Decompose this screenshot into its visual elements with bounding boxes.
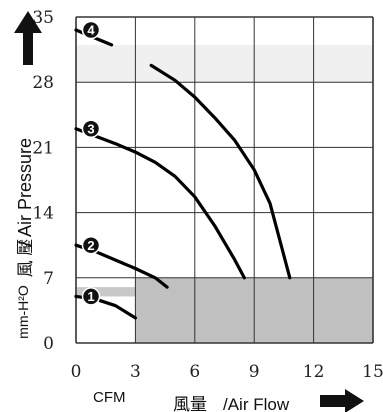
y-axis-unit: mm-H²O	[15, 285, 31, 339]
y-tick-labels: 0 7 14 21 28 35	[32, 8, 54, 354]
curve-badge-1: 1	[81, 287, 101, 306]
curve-4-segment	[149, 63, 292, 280]
curve-badge-2: 2	[81, 235, 101, 255]
x-tick-label: 3	[130, 362, 141, 382]
curve-badge-3: 3	[81, 119, 101, 139]
svg-text:2: 2	[87, 238, 94, 253]
svg-text:4: 4	[87, 23, 95, 38]
y-axis-label: / Air Pressure	[15, 138, 35, 246]
svg-text:1: 1	[87, 289, 94, 304]
y-tick-label: 7	[43, 269, 54, 289]
x-tick-label: 0	[71, 362, 82, 382]
y-tick-label: 28	[32, 73, 54, 93]
y-tick-label: 35	[32, 8, 54, 28]
svg-text:3: 3	[87, 121, 94, 136]
x-tick-label: 9	[249, 362, 260, 382]
curve-badge-4: 4	[81, 20, 101, 40]
y-axis-label-cn: 風 壓	[16, 239, 35, 278]
x-axis-label: /Air Flow	[223, 395, 290, 412]
x-tick-label: 6	[189, 362, 200, 382]
x-axis-label-cn: 風量	[173, 395, 207, 412]
curve-badges: 1 2 3 4	[81, 20, 101, 306]
x-tick-label: 15	[362, 362, 383, 382]
y-tick-label: 14	[32, 204, 54, 224]
x-tick-label: 12	[303, 362, 325, 382]
y-tick-label: 21	[32, 138, 54, 158]
y-tick-label: 0	[43, 334, 54, 354]
curve-3	[74, 127, 246, 280]
x-tick-labels: 0 3 6 9 12 15	[71, 362, 383, 382]
shaded-region-1	[76, 44, 373, 83]
x-axis-right-arrow-icon	[320, 389, 364, 412]
shaded-region-2	[76, 287, 136, 297]
shaded-regions	[76, 44, 373, 343]
x-axis-unit: CFM	[93, 389, 126, 406]
y-axis-up-arrow-icon	[14, 11, 42, 65]
